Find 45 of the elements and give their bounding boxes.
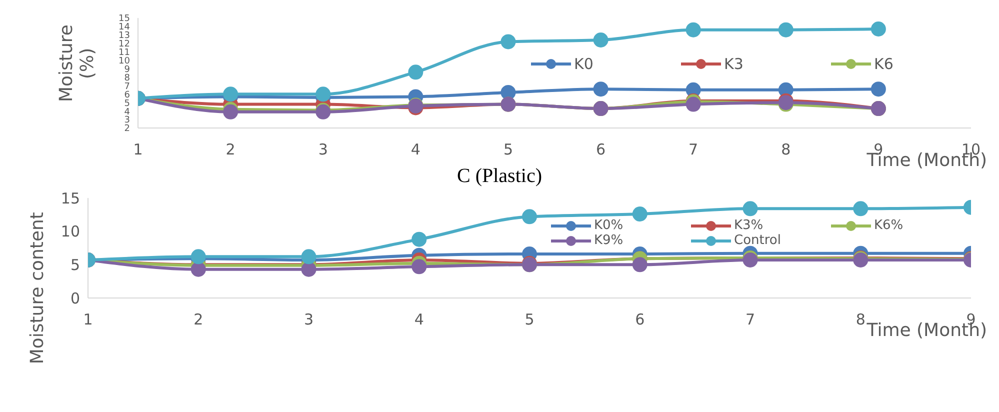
x-tick-label: 6 (635, 310, 645, 329)
x-tick-label: 5 (524, 310, 534, 329)
x-tick-label: 4 (414, 310, 424, 329)
y-tick-label: 5 (70, 256, 80, 274)
x-tick-label: 2 (226, 140, 236, 159)
legend-label: K6% (874, 218, 904, 233)
y-tick-label: 8 (124, 73, 130, 84)
legend-label: K0 (574, 55, 594, 73)
y-tick-label: 4 (124, 107, 130, 118)
x-tick-label: 1 (133, 140, 143, 159)
y-tick-label: 6 (124, 90, 130, 100)
x-tick-label: 5 (503, 140, 513, 159)
y-tick-label: 13 (118, 31, 130, 42)
legend-label: K9% (594, 233, 624, 248)
y-tick-label: 15 (118, 14, 130, 24)
y-tick-label: 0 (70, 289, 80, 308)
x-tick-label: 4 (410, 140, 420, 159)
legend-label: K3% (734, 218, 764, 233)
legend-label: K3 (724, 55, 744, 73)
x-tick-label: 7 (688, 140, 698, 159)
y-tick-label: 15 (60, 189, 80, 208)
y-tick-label: 7 (124, 82, 130, 92)
x-tick-label: 8 (781, 140, 791, 159)
y-tick-label: 10 (118, 56, 130, 67)
x-tick-label: 8 (856, 310, 866, 329)
x-tick-label: 3 (318, 140, 328, 159)
y-tick-label: 2 (124, 124, 130, 134)
legend-label: K0% (594, 218, 624, 233)
x-tick-label: 6 (596, 140, 606, 159)
x-tick-label: 7 (745, 310, 756, 329)
legend-label: K6 (874, 55, 894, 73)
y-tick-label: 5 (124, 98, 130, 109)
x-tick-label: 3 (304, 310, 314, 329)
y-tick-label: 3 (124, 116, 130, 126)
x-tick-label: 1 (83, 310, 93, 329)
y-tick-label: 14 (118, 22, 130, 33)
y-tick-label: 11 (118, 48, 130, 58)
y-axis-title: Moisture (%) (56, 23, 98, 104)
x-tick-label: 2 (194, 310, 204, 329)
legend-label: Control (734, 233, 781, 248)
y-tick-label: 12 (118, 40, 130, 50)
text: C (Plastic) (457, 165, 542, 187)
y-tick-label: 9 (124, 64, 130, 75)
y-tick-label: 10 (60, 222, 80, 241)
y-axis-title: Moisture content (27, 212, 48, 364)
